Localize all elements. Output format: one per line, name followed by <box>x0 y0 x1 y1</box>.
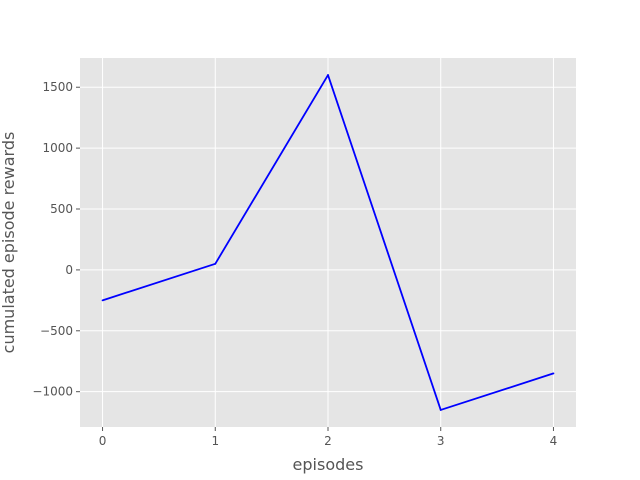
y-tick-label: 1000 <box>42 141 73 155</box>
grid-lines <box>80 58 576 427</box>
data-point <box>214 262 217 265</box>
x-tick-label: 2 <box>324 434 332 448</box>
y-tick-label: −500 <box>40 324 73 338</box>
y-axis-ticks: −1000 −500 0 500 1000 1500 <box>32 80 80 399</box>
y-tick-label: −1000 <box>32 385 73 399</box>
y-axis-label: cumulated episode rewards <box>0 132 18 354</box>
x-tick-label: 1 <box>211 434 219 448</box>
x-axis-label: episodes <box>293 455 364 474</box>
x-tick-label: 0 <box>99 434 107 448</box>
series-group <box>101 74 555 411</box>
data-point <box>327 74 329 76</box>
y-tick-label: 0 <box>65 263 73 277</box>
y-tick-label: 500 <box>50 202 73 216</box>
x-tick-label: 3 <box>437 434 445 448</box>
y-tick-label: 1500 <box>42 80 73 94</box>
data-point <box>101 299 104 302</box>
x-axis-ticks: 0 1 2 3 4 <box>99 427 558 448</box>
data-point <box>439 409 442 411</box>
x-tick-label: 4 <box>550 434 558 448</box>
data-point <box>552 372 555 375</box>
